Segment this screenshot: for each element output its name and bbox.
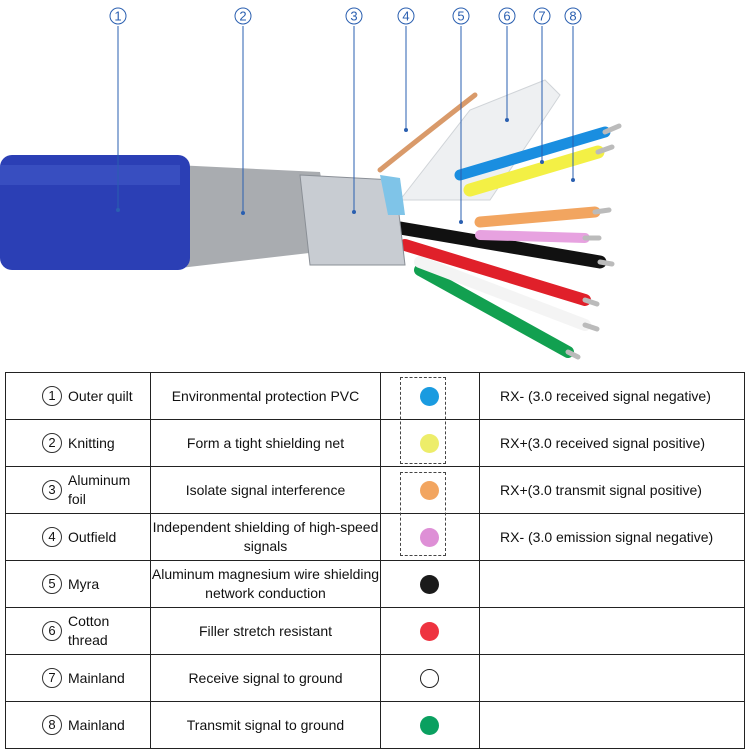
table-row: 7 Mainland Receive signal to ground bbox=[5, 654, 745, 702]
wire-pink bbox=[475, 230, 590, 243]
part-name: Aluminum foil bbox=[68, 472, 131, 507]
wire-color-dot bbox=[420, 716, 439, 735]
signal-description bbox=[479, 701, 745, 749]
foil-blue-edge bbox=[380, 175, 405, 215]
wire-green bbox=[414, 264, 574, 358]
table-row: 6 Cotton thread Filler stretch resistant bbox=[5, 607, 745, 655]
color-cell bbox=[380, 372, 480, 420]
part-function: Receive signal to ground bbox=[150, 654, 381, 702]
part-cell: 1 Outer quilt bbox=[5, 372, 151, 420]
color-cell bbox=[380, 607, 480, 655]
signal-description: RX- (3.0 received signal negative) bbox=[479, 372, 745, 420]
signal-description: RX+(3.0 transmit signal positive) bbox=[479, 466, 745, 514]
table-row: 8 Mainland Transmit signal to ground bbox=[5, 701, 745, 749]
wire-black bbox=[393, 221, 607, 269]
part-function: Isolate signal interference bbox=[150, 466, 381, 514]
wire-red bbox=[399, 239, 591, 306]
signal-description bbox=[479, 560, 745, 608]
callout-lines bbox=[117, 26, 574, 222]
wire-color-dot bbox=[420, 575, 439, 594]
part-number: 3 bbox=[42, 480, 62, 500]
part-number: 4 bbox=[42, 527, 62, 547]
filler-cotton bbox=[398, 79, 561, 201]
callout-1: 1 bbox=[114, 9, 121, 24]
part-name: Outer quilt bbox=[68, 387, 133, 404]
table-row: 5 Myra Aluminum magnesium wire shielding … bbox=[5, 560, 745, 608]
drain-wire-copper bbox=[377, 92, 478, 173]
color-cell bbox=[380, 701, 480, 749]
callout-5: 5 bbox=[457, 9, 464, 24]
color-cell bbox=[380, 513, 480, 561]
callout-2: 2 bbox=[239, 9, 246, 24]
part-cell: 2 Knitting bbox=[5, 419, 151, 467]
signal-description bbox=[479, 654, 745, 702]
signal-description: RX- (3.0 emission signal negative) bbox=[479, 513, 745, 561]
wire-yellow bbox=[463, 145, 605, 197]
table-row: 2 Knitting Form a tight shielding net RX+… bbox=[5, 419, 745, 467]
wire-color-dot bbox=[420, 528, 439, 547]
part-name: Myra bbox=[68, 575, 100, 592]
part-name: Cotton thread bbox=[68, 613, 110, 648]
color-cell bbox=[380, 419, 480, 467]
part-name: Knitting bbox=[68, 434, 115, 451]
wire-blue bbox=[454, 126, 611, 181]
callout-3: 3 bbox=[350, 9, 357, 24]
color-cell bbox=[380, 560, 480, 608]
wire-color-dot bbox=[420, 434, 439, 453]
part-cell: 5 Myra bbox=[5, 560, 151, 608]
part-function: Transmit signal to ground bbox=[150, 701, 381, 749]
color-cell bbox=[380, 654, 480, 702]
callout-6: 6 bbox=[503, 9, 510, 24]
table-row: 3 Aluminum foil Isolate signal interferen… bbox=[5, 466, 745, 514]
part-number: 2 bbox=[42, 433, 62, 453]
callout-7: 7 bbox=[538, 9, 545, 24]
part-cell: 3 Aluminum foil bbox=[5, 466, 151, 514]
part-function: Environmental protection PVC bbox=[150, 372, 381, 420]
signal-description bbox=[479, 607, 745, 655]
part-number: 8 bbox=[42, 715, 62, 735]
wire-color-dot bbox=[420, 622, 439, 641]
aluminum-foil bbox=[299, 174, 406, 266]
signal-description: RX+(3.0 received signal positive) bbox=[479, 419, 745, 467]
part-name: Outfield bbox=[68, 528, 117, 545]
part-function: Form a tight shielding net bbox=[150, 419, 381, 467]
part-function: Aluminum magnesium wire shielding networ… bbox=[150, 560, 381, 608]
part-function: Independent shielding of high-speed sign… bbox=[150, 513, 381, 561]
part-function: Filler stretch resistant bbox=[150, 607, 381, 655]
part-number: 1 bbox=[42, 386, 62, 406]
callout-dots bbox=[116, 118, 575, 224]
callout-4: 4 bbox=[402, 9, 409, 24]
callout-circles bbox=[109, 7, 582, 25]
wires bbox=[377, 79, 622, 360]
part-cell: 7 Mainland bbox=[5, 654, 151, 702]
part-cell: 6 Cotton thread bbox=[5, 607, 151, 655]
wire-ends bbox=[565, 123, 622, 360]
cable-cross-section-photo: 1 2 3 4 5 6 7 8 bbox=[0, 7, 622, 360]
part-cell: 4 Outfield bbox=[5, 513, 151, 561]
part-number: 5 bbox=[42, 574, 62, 594]
table-row: 1 Outer quilt Environmental protection PV… bbox=[5, 372, 745, 420]
table-row: 4 Outfield Independent shielding of high-… bbox=[5, 513, 745, 561]
wire-orange bbox=[474, 206, 601, 228]
cable-spec-table: 1 Outer quilt Environmental protection PV… bbox=[5, 372, 745, 749]
wire-color-dot bbox=[420, 481, 439, 500]
braid-shield bbox=[175, 165, 335, 268]
part-number: 7 bbox=[42, 668, 62, 688]
callout-8: 8 bbox=[569, 9, 576, 24]
color-cell bbox=[380, 466, 480, 514]
part-name: Mainland bbox=[68, 716, 125, 733]
part-number: 6 bbox=[42, 621, 62, 641]
part-name: Mainland bbox=[68, 669, 125, 686]
part-cell: 8 Mainland bbox=[5, 701, 151, 749]
wire-color-dot bbox=[420, 387, 439, 406]
wire-color-dot bbox=[420, 669, 439, 688]
wire-white bbox=[414, 256, 591, 331]
